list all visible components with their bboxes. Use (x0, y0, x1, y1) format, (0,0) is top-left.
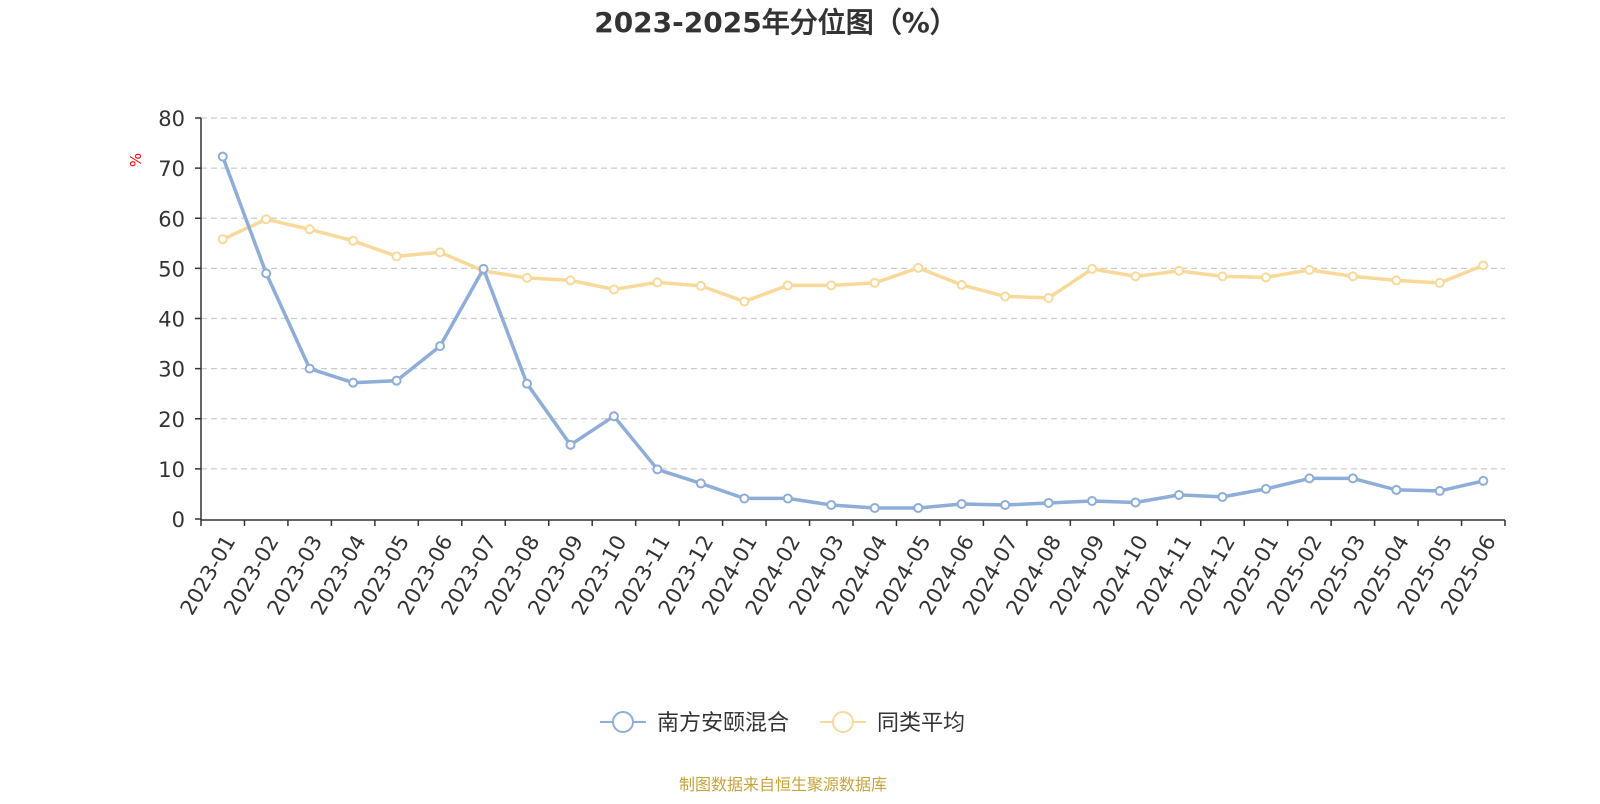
data-point (1043, 497, 1054, 508)
data-point (739, 493, 750, 504)
data-point (1217, 491, 1228, 502)
y-tick-label: 20 (158, 408, 185, 432)
data-point (1087, 263, 1098, 274)
data-point (304, 363, 315, 374)
legend-item-1[interactable]: 同类平均 (820, 711, 965, 736)
data-point (1260, 272, 1271, 283)
data-point (782, 280, 793, 291)
data-point (608, 284, 619, 295)
data-point (565, 275, 576, 286)
data-point (913, 262, 924, 273)
legend-marker-icon (832, 711, 854, 733)
data-point (1391, 275, 1402, 286)
data-point (1130, 271, 1141, 282)
y-tick-label: 40 (158, 308, 185, 332)
chart-title: 2023-2025年分位图（%） (594, 6, 958, 39)
series-lines (217, 151, 1489, 513)
data-point (1391, 484, 1402, 495)
data-point (1478, 475, 1489, 486)
legend-item-0[interactable]: 南方安颐混合 (600, 711, 789, 736)
data-point (782, 493, 793, 504)
data-point (652, 464, 663, 475)
legend-label: 南方安颐混合 (657, 711, 789, 736)
data-point (435, 247, 446, 258)
data-point (565, 439, 576, 450)
grid-lines (201, 117, 1505, 470)
legend[interactable]: 南方安颐混合 同类平均 (600, 711, 965, 736)
y-tick-label: 10 (158, 458, 185, 482)
y-tick-label: 0 (172, 508, 185, 532)
data-point (261, 214, 272, 225)
source-note: 制图数据来自恒生聚源数据库 (679, 775, 887, 794)
data-point (826, 499, 837, 510)
data-point (913, 502, 924, 513)
data-point (435, 341, 446, 352)
data-point (695, 280, 706, 291)
data-point (956, 279, 967, 290)
data-point (1174, 265, 1184, 276)
data-point (1347, 473, 1358, 484)
data-point (1478, 260, 1489, 271)
y-tick-label: 30 (158, 358, 185, 382)
data-point (1087, 495, 1098, 506)
legend-label: 同类平均 (877, 711, 965, 736)
data-point (869, 502, 880, 513)
y-tick-label: 80 (158, 107, 185, 131)
data-point (522, 378, 532, 389)
data-point (1130, 497, 1141, 508)
data-point (1347, 271, 1358, 282)
data-point (391, 251, 402, 262)
data-point (826, 280, 837, 291)
data-point (304, 224, 315, 235)
data-point (1043, 292, 1054, 303)
y-tick-label: 60 (158, 207, 185, 231)
legend-marker-icon (612, 711, 634, 733)
data-point (217, 151, 228, 162)
data-point (869, 277, 880, 288)
data-point (1434, 277, 1445, 288)
data-point (1260, 483, 1271, 494)
data-point (217, 234, 228, 245)
data-point (652, 277, 663, 288)
data-point (522, 272, 532, 283)
data-point (1000, 499, 1011, 510)
series-line-1 (221, 217, 1484, 304)
series-line-0 (221, 155, 1484, 510)
data-point (1304, 264, 1315, 275)
data-point (608, 411, 619, 422)
data-point (1174, 489, 1184, 500)
data-point (391, 375, 402, 386)
y-tick-label: 70 (158, 157, 185, 181)
data-point (348, 235, 359, 246)
y-tick-label: 50 (158, 257, 185, 281)
axes: 010203040506070802023-012023-022023-0320… (158, 107, 1506, 619)
data-point (1217, 271, 1228, 282)
data-point (1000, 291, 1011, 302)
data-point (261, 268, 272, 279)
data-point (1304, 473, 1315, 484)
data-point (739, 296, 750, 307)
data-point (956, 498, 967, 509)
data-point (478, 263, 489, 274)
data-point (695, 478, 706, 489)
y-axis-label: % (127, 153, 145, 167)
data-point (348, 377, 359, 388)
data-point (1434, 485, 1445, 496)
